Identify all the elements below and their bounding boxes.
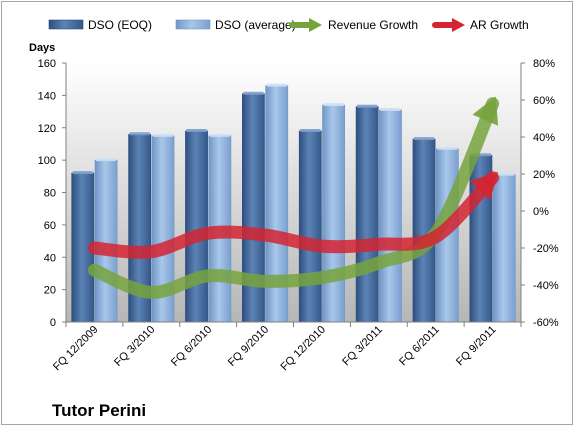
bar-dso-eoq-4 <box>298 130 322 323</box>
legend-arrow-revenue-growth <box>289 18 322 32</box>
legend-label-ar-growth: AR Growth <box>470 18 529 32</box>
bar-cap-dso-eoq-1 <box>129 132 150 136</box>
bar-cap-dso-average-5 <box>380 107 401 111</box>
bar-cap-dso-average-4 <box>323 103 344 107</box>
y-tick-label-5: 100 <box>38 155 56 167</box>
bar-dso-average-4 <box>322 104 345 323</box>
y2-tick-label-3: 0% <box>533 206 549 218</box>
x-tick-label-1: FQ 3/2010 <box>112 324 157 369</box>
bar-dso-average-7 <box>492 174 516 323</box>
x-tick-label-6: FQ 6/2011 <box>397 324 442 369</box>
legend-swatch-dso-average <box>175 19 211 30</box>
x-tick-label-3: FQ 9/2010 <box>226 324 271 369</box>
bar-cap-dso-average-0 <box>96 158 117 162</box>
x-tick-label-0: FQ 12/2009 <box>51 324 101 374</box>
y-tick-label-3: 60 <box>44 220 56 232</box>
y2-tick-label-4: 20% <box>533 169 555 181</box>
y2-tick-label-6: 60% <box>533 95 555 107</box>
bar-cap-dso-average-3 <box>266 83 287 87</box>
bar-cap-dso-eoq-3 <box>243 91 264 95</box>
y2-tick-label-2: -20% <box>533 243 559 255</box>
bar-cap-dso-eoq-0 <box>72 171 93 175</box>
y-axis-title: Days <box>29 42 55 54</box>
y-tick-label-2: 40 <box>44 252 56 264</box>
bar-cap-dso-average-1 <box>152 133 174 137</box>
y-tick-label-8: 160 <box>38 58 56 70</box>
y2-tick-label-5: 40% <box>533 132 555 144</box>
bar-dso-average-0 <box>94 159 118 323</box>
y-tick-label-6: 120 <box>38 123 56 135</box>
arrowhead-revenue-growth <box>472 96 499 126</box>
bar-cap-dso-eoq-4 <box>300 128 321 132</box>
x-tick-label-4: FQ 12/2010 <box>278 324 328 374</box>
x-tick-label-7: FQ 9/2011 <box>454 324 499 369</box>
y-tick-label-1: 20 <box>44 285 56 297</box>
line-layer <box>87 96 500 299</box>
legend-label-dso-eoq: DSO (EOQ) <box>88 18 152 32</box>
x-tick-label-2: FQ 6/2010 <box>169 324 214 369</box>
bar-cap-dso-eoq-7 <box>470 153 491 157</box>
y-tick-label-7: 140 <box>38 90 56 102</box>
bar-dso-eoq-2 <box>185 130 208 323</box>
bar-dso-average-5 <box>379 109 402 323</box>
legend-label-revenue-growth: Revenue Growth <box>328 18 418 32</box>
bar-cap-dso-average-6 <box>437 146 458 150</box>
legend-label-dso-average: DSO (average) <box>215 18 296 32</box>
bar-cap-dso-average-7 <box>494 172 515 176</box>
bar-cap-dso-average-2 <box>209 133 230 137</box>
bar-dso-eoq-3 <box>242 93 265 323</box>
x-tick-label-5: FQ 3/2011 <box>340 324 385 369</box>
bar-cap-dso-eoq-5 <box>357 104 378 108</box>
y2-tick-label-1: -40% <box>533 280 559 292</box>
arrowhead-ar-growth <box>470 171 499 201</box>
y-tick-label-4: 80 <box>44 188 56 200</box>
legend: DSO (EOQ) DSO (average) Revenue Growth A… <box>48 18 529 32</box>
y2-tick-label-0: -60% <box>533 317 559 329</box>
bar-cap-dso-eoq-2 <box>186 128 207 132</box>
company-name: Tutor Perini <box>52 401 146 420</box>
y2-tick-label-7: 80% <box>533 58 555 70</box>
legend-swatch-dso-eoq <box>48 19 84 30</box>
line-ar-growth <box>87 171 500 259</box>
y-tick-label-0: 0 <box>50 317 56 329</box>
bar-dso-eoq-5 <box>355 106 379 323</box>
legend-arrow-ar-growth <box>432 18 465 32</box>
bar-cap-dso-eoq-6 <box>413 137 435 141</box>
